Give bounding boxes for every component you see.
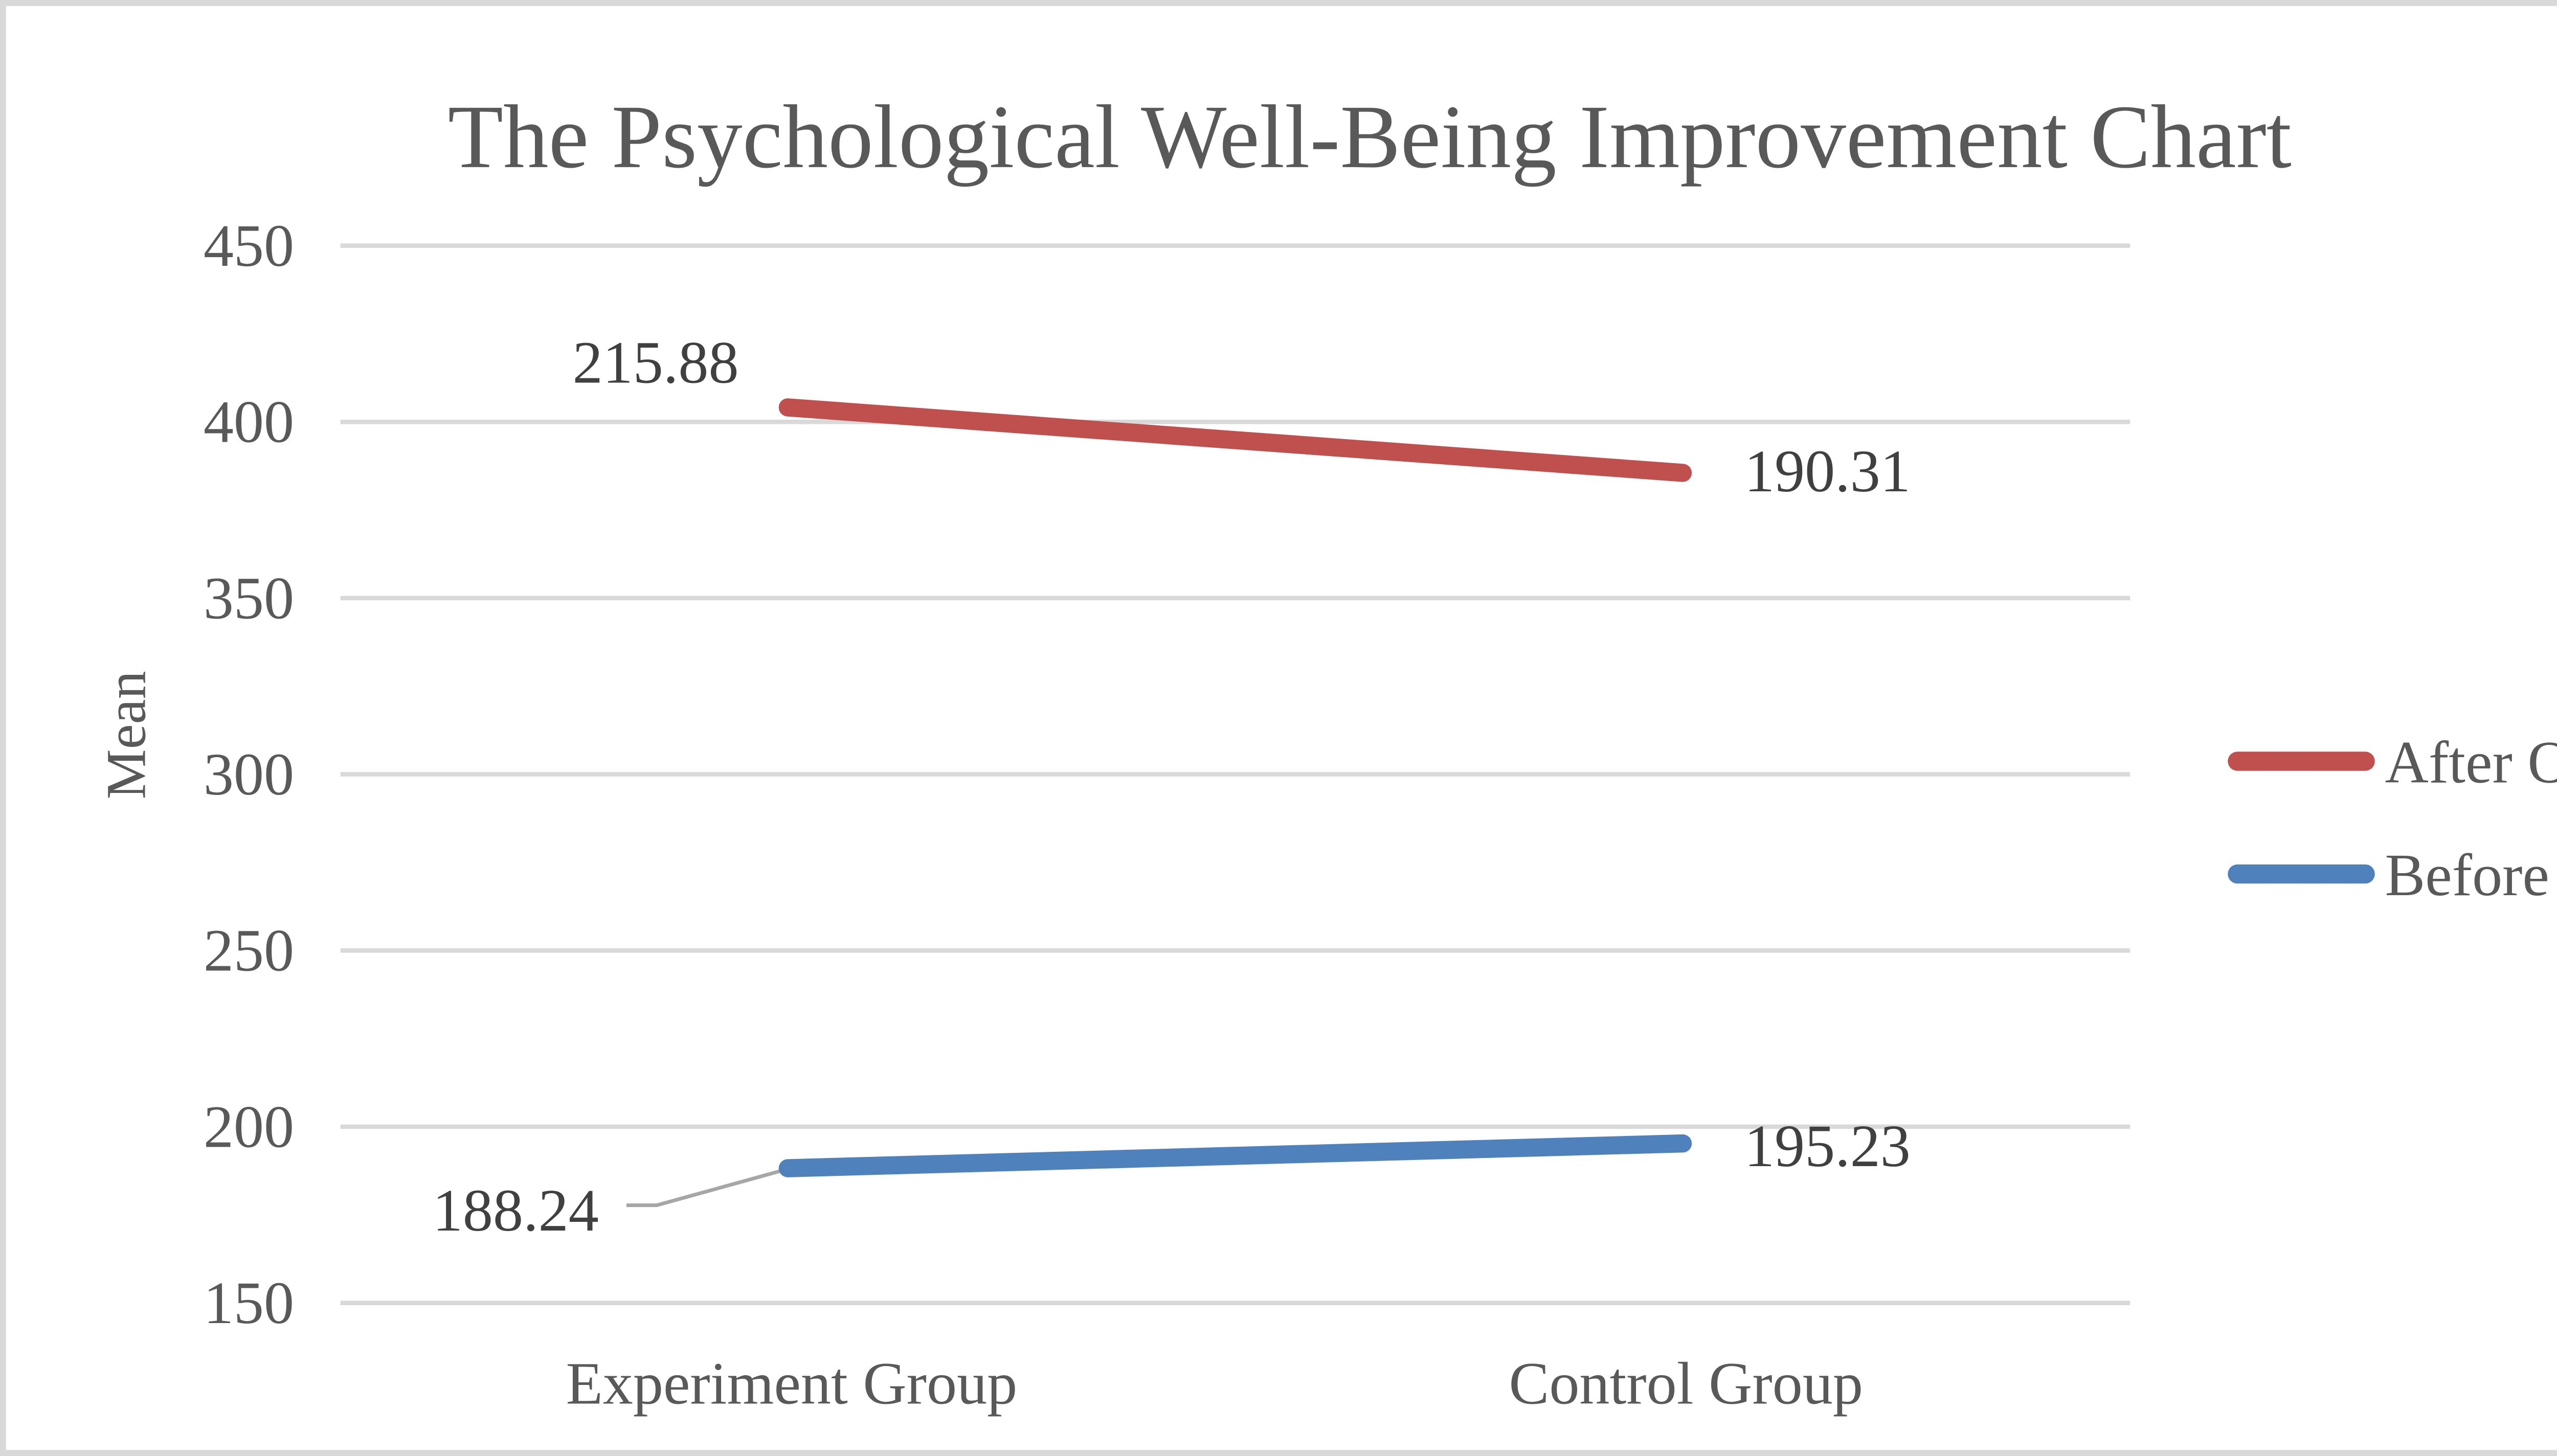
legend-swatch-before xyxy=(2228,864,2375,884)
data-label-after-experiment: 215.88 xyxy=(573,329,739,396)
legend-label-before: Before Obtained Treatment xyxy=(2385,841,2557,908)
series-line-before-obtained-treatment xyxy=(778,1134,1692,1177)
x-axis-labels: Experiment Group Control Group xyxy=(566,1350,1863,1417)
y-tick: 350 xyxy=(204,564,294,631)
y-tick: 250 xyxy=(204,917,294,984)
legend: After Obtained Treatment Before Obtained… xyxy=(2228,729,2557,908)
data-label-leader-line xyxy=(626,1167,789,1208)
legend-swatch-after xyxy=(2228,752,2375,771)
legend-label-after: After Obtained Treatment xyxy=(2385,729,2557,795)
data-labels: 215.88 190.31 188.24 195.23 xyxy=(433,329,1911,1243)
y-tick: 400 xyxy=(204,389,294,456)
y-tick: 200 xyxy=(204,1093,294,1160)
y-tick: 450 xyxy=(204,212,294,279)
data-label-after-control: 190.31 xyxy=(1744,438,1911,505)
x-category-label: Experiment Group xyxy=(566,1350,1018,1417)
y-axis-ticks: 450 400 350 300 250 200 150 xyxy=(204,212,294,1336)
gridlines xyxy=(340,243,2130,1305)
x-category-label: Control Group xyxy=(1509,1350,1863,1417)
series-line-after-obtained-treatment xyxy=(778,398,1692,482)
y-axis-title: Mean xyxy=(95,671,158,799)
y-tick: 150 xyxy=(204,1269,294,1336)
data-label-before-experiment: 188.24 xyxy=(433,1177,599,1244)
data-label-before-control: 195.23 xyxy=(1744,1112,1911,1179)
chart-title: The Psychological Well-Being Improvement… xyxy=(448,87,2292,187)
series-lines xyxy=(778,398,1692,1177)
y-tick: 300 xyxy=(204,741,294,808)
